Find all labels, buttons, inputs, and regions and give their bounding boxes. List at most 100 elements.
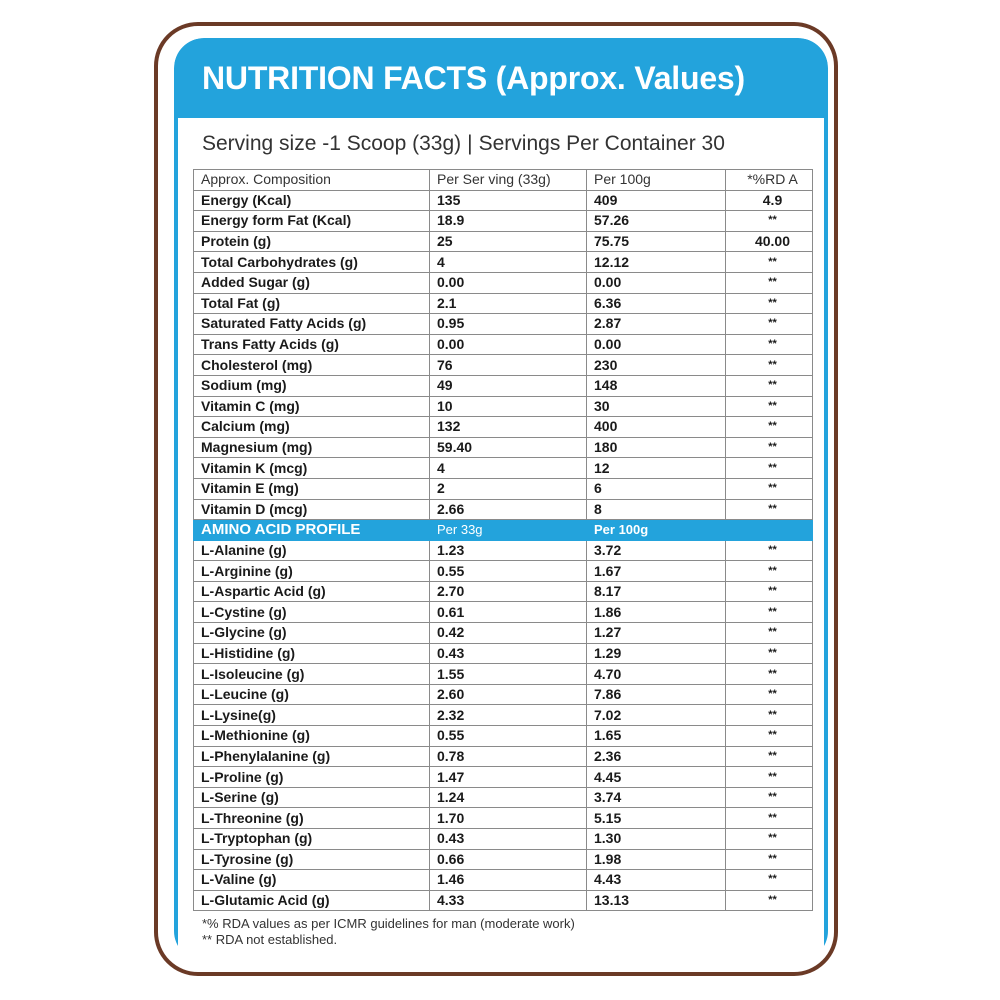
per-serving-value: 2.32 xyxy=(429,704,587,727)
per-serving-value: 4.33 xyxy=(429,889,587,912)
per-100g-value: 2.87 xyxy=(586,313,726,335)
per-serving-value: 0.95 xyxy=(429,313,587,335)
per-serving-value: 1.55 xyxy=(429,663,587,685)
per-100g-value: 7.02 xyxy=(586,704,726,727)
per-serving-value: 18.9 xyxy=(429,210,587,232)
nutrient-name: L-Methionine (g) xyxy=(193,725,430,747)
serving-separator: | xyxy=(467,132,473,155)
per-100g-value: 0.00 xyxy=(586,333,726,356)
nutrient-name: Sodium (mg) xyxy=(193,374,430,397)
nutrient-name: L-Aspartic Acid (g) xyxy=(193,580,430,603)
page-title: NUTRITION FACTS (Approx. Values) xyxy=(202,60,745,96)
serving-info: Serving size -1 Scoop (33g) | Servings Per… xyxy=(202,132,725,156)
table-row: Energy form Fat (Kcal) 18.9 57.26 ** xyxy=(193,210,813,232)
per-serving-value: 0.42 xyxy=(429,622,587,644)
nutrient-name: L-Proline (g) xyxy=(193,766,430,788)
per-100g-value: 3.74 xyxy=(586,786,726,809)
table-row: Saturated Fatty Acids (g) 0.95 2.87 ** xyxy=(193,313,813,335)
per-serving-value: 2 xyxy=(429,477,587,500)
rda-value: ** xyxy=(725,807,813,829)
amino-col-empty xyxy=(725,519,813,541)
per-100g-value: 1.65 xyxy=(586,725,726,747)
amino-row: L-Threonine (g) 1.70 5.15 ** xyxy=(193,807,813,829)
nutrient-name: L-Valine (g) xyxy=(193,869,430,891)
table-row: Protein (g) 25 75.75 40.00 xyxy=(193,230,813,253)
table-row: Total Fat (g) 2.1 6.36 ** xyxy=(193,292,813,315)
rda-value: ** xyxy=(725,766,813,788)
per-100g-value: 1.27 xyxy=(586,622,726,644)
rda-value: ** xyxy=(725,313,813,335)
per-100g-value: 1.98 xyxy=(586,848,726,871)
per-serving-value: 0.43 xyxy=(429,642,587,665)
table-header-row: Approx. Composition Per Ser ving (33g) P… xyxy=(193,169,813,191)
nutrient-name: L-Arginine (g) xyxy=(193,560,430,582)
nutrient-name: L-Tryptophan (g) xyxy=(193,828,430,850)
amino-col-per-33g: Per 33g xyxy=(429,519,587,541)
amino-row: L-Histidine (g) 0.43 1.29 ** xyxy=(193,642,813,665)
frame-left-edge xyxy=(174,118,178,961)
table-row: Sodium (mg) 49 148 ** xyxy=(193,374,813,397)
per-100g-value: 4.45 xyxy=(586,766,726,788)
per-serving-value: 10 xyxy=(429,395,587,418)
per-serving-value: 0.66 xyxy=(429,848,587,871)
amino-row: L-Lysine(g) 2.32 7.02 ** xyxy=(193,704,813,727)
per-serving-value: 1.70 xyxy=(429,807,587,829)
nutrient-name: Energy (Kcal) xyxy=(193,189,430,212)
per-100g-value: 8.17 xyxy=(586,580,726,603)
nutrient-name: Total Carbohydrates (g) xyxy=(193,251,430,273)
per-serving-value: 4 xyxy=(429,251,587,273)
rda-value: ** xyxy=(725,622,813,644)
nutrient-name: L-Histidine (g) xyxy=(193,642,430,665)
nutrition-label: NUTRITION FACTS (Approx. Values) Serving… xyxy=(174,38,828,961)
per-serving-value: 59.40 xyxy=(429,436,587,459)
amino-row: L-Leucine (g) 2.60 7.86 ** xyxy=(193,683,813,706)
table-row: Vitamin D (mcg) 2.66 8 ** xyxy=(193,498,813,521)
per-100g-value: 1.29 xyxy=(586,642,726,665)
serving-size: Serving size -1 Scoop (33g) xyxy=(202,132,462,155)
per-100g-value: 230 xyxy=(586,354,726,376)
per-serving-value: 25 xyxy=(429,230,587,253)
nutrient-name: L-Glutamic Acid (g) xyxy=(193,889,430,912)
per-100g-value: 13.13 xyxy=(586,889,726,912)
per-serving-value: 0.61 xyxy=(429,601,587,624)
per-serving-value: 1.47 xyxy=(429,766,587,788)
amino-row: L-Aspartic Acid (g) 2.70 8.17 ** xyxy=(193,580,813,603)
table-row: Cholesterol (mg) 76 230 ** xyxy=(193,354,813,376)
rda-value: ** xyxy=(725,210,813,232)
footnote-rda: *% RDA values as per ICMR guidelines for… xyxy=(202,916,575,931)
table-row: Vitamin C (mg) 10 30 ** xyxy=(193,395,813,418)
nutrient-name: Vitamin K (mcg) xyxy=(193,457,430,479)
nutrient-name: L-Serine (g) xyxy=(193,786,430,809)
rda-value: ** xyxy=(725,828,813,850)
amino-row: L-Cystine (g) 0.61 1.86 ** xyxy=(193,601,813,624)
per-100g-value: 8 xyxy=(586,498,726,521)
amino-row: L-Arginine (g) 0.55 1.67 ** xyxy=(193,560,813,582)
rda-value: ** xyxy=(725,869,813,891)
per-serving-value: 2.1 xyxy=(429,292,587,315)
nutrient-name: Vitamin D (mcg) xyxy=(193,498,430,521)
rda-value: ** xyxy=(725,786,813,809)
nutrient-name: L-Tyrosine (g) xyxy=(193,848,430,871)
table-row: Vitamin K (mcg) 4 12 ** xyxy=(193,457,813,479)
amino-row: L-Glutamic Acid (g) 4.33 13.13 ** xyxy=(193,889,813,912)
per-100g-value: 3.72 xyxy=(586,539,726,562)
rda-value: ** xyxy=(725,498,813,521)
per-100g-value: 12 xyxy=(586,457,726,479)
rda-value: ** xyxy=(725,601,813,624)
column-header: Per 100g xyxy=(586,169,726,191)
amino-row: L-Phenylalanine (g) 0.78 2.36 ** xyxy=(193,745,813,768)
rda-value: ** xyxy=(725,745,813,768)
rda-value: ** xyxy=(725,416,813,438)
nutrient-name: Total Fat (g) xyxy=(193,292,430,315)
rda-value: ** xyxy=(725,560,813,582)
per-serving-value: 132 xyxy=(429,416,587,438)
amino-acid-header-row: AMINO ACID PROFILE Per 33g Per 100g xyxy=(193,519,813,541)
nutrient-name: Protein (g) xyxy=(193,230,430,253)
amino-row: L-Methionine (g) 0.55 1.65 ** xyxy=(193,725,813,747)
per-serving-value: 0.00 xyxy=(429,333,587,356)
rda-value: ** xyxy=(725,251,813,273)
per-100g-value: 57.26 xyxy=(586,210,726,232)
amino-row: L-Alanine (g) 1.23 3.72 ** xyxy=(193,539,813,562)
servings-per-container: Servings Per Container 30 xyxy=(478,132,725,155)
rda-value: ** xyxy=(725,271,813,294)
